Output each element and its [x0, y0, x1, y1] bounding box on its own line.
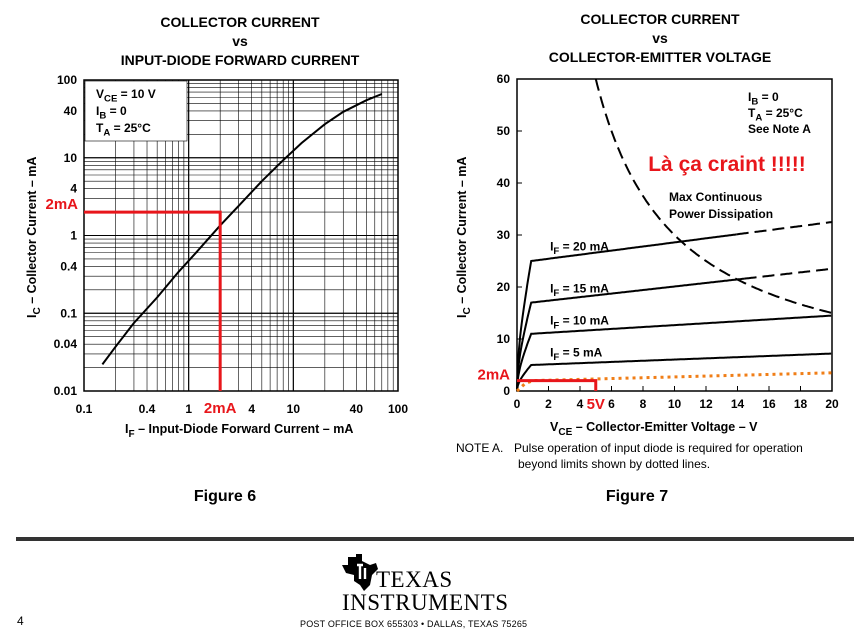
fig7-annotation-line [517, 379, 598, 391]
note-label: NOTE A. [456, 441, 504, 455]
fig6-y-tick-label: 1 [70, 229, 77, 243]
fig7-series-label: IF = 20 mA [550, 240, 609, 258]
fig7-x-tick-label: 2 [545, 397, 552, 411]
fig7-x-tick-label: 16 [762, 397, 776, 411]
figure7-title-line3: COLLECTOR-EMITTER VOLTAGE [548, 49, 772, 65]
fig6-x-tick-label: 0.4 [139, 402, 156, 416]
fig7-series-label: IF = 15 mA [550, 281, 609, 299]
fig7-x-tick-label: 20 [825, 397, 839, 411]
fig6-series-line [101, 93, 383, 365]
fig7-series-label: IF = 10 mA [550, 314, 609, 332]
fig6-y-tick-label: 40 [64, 104, 78, 118]
fig7-y-tick-label: 30 [497, 228, 511, 242]
fig7-y-axis-label: IC – Collector Current – mA [455, 157, 473, 318]
figure7-title: COLLECTOR CURRENT vs COLLECTOR-EMITTER V… [540, 10, 780, 67]
fig7-x-tick-label: 10 [668, 397, 682, 411]
fig7-x-tick-label: 6 [608, 397, 615, 411]
fig7-series-line [516, 233, 737, 392]
fig6-condition-text: TA = 25°C [96, 121, 151, 139]
fig6-x-tick-label: 10 [287, 402, 301, 416]
fig6-conditions-box [84, 80, 188, 142]
footer-address: POST OFFICE BOX 655303 • DALLAS, TEXAS 7… [300, 619, 528, 629]
fig7-exclamation-text: Là ça craint !!!!! [648, 153, 806, 176]
figure6-title-line2: vs [232, 33, 248, 49]
figure6-title-line3: INPUT-DIODE FORWARD CURRENT [120, 52, 360, 68]
ti-logo-icon [342, 554, 378, 591]
fig6-annotation-x-label: 2mA [204, 400, 237, 417]
fig6-y-tick-label: 0.04 [54, 337, 78, 351]
fig7-series-line-dashed [736, 221, 833, 236]
fig7-max-power-label: Max Continuous [669, 190, 763, 204]
fig7-annotation-y-label: 2mA [477, 367, 510, 384]
fig7-annotation-x-label: 5V [587, 396, 605, 413]
figure7-title-line2: vs [652, 30, 668, 46]
fig7-condition-text: IB = 0 [748, 90, 779, 108]
fig6-annotation-y-label: 2mA [45, 196, 78, 213]
fig7-series-line [516, 314, 832, 392]
fig7-y-tick-label: 0 [503, 384, 510, 398]
fig6-x-tick-label: 4 [248, 402, 255, 416]
figure6-caption: Figure 6 [193, 488, 257, 505]
fig6-x-axis-label: IF – Input-Diode Forward Current – mA [125, 422, 353, 440]
page-number: 4 [17, 614, 24, 628]
fig6-y-tick-label: 10 [64, 151, 78, 165]
fig7-max-power-label: Power Dissipation [669, 207, 773, 221]
figure7-caption: Figure 7 [605, 488, 669, 505]
fig7-x-tick-label: 4 [577, 397, 584, 411]
figure6-title: COLLECTOR CURRENT vs INPUT-DIODE FORWARD… [110, 13, 370, 70]
fig7-x-axis-label: VCE – Collector-Emitter Voltage – V [550, 420, 758, 438]
fig7-series-line [516, 277, 745, 392]
fig7-series-line [516, 352, 832, 392]
fig6-annotation-line [84, 210, 222, 391]
fig7-series-line-dashed [744, 267, 833, 280]
fig7-y-tick-label: 60 [497, 72, 511, 86]
fig6-x-tick-label: 40 [350, 402, 364, 416]
fig7-condition-text: See Note A [748, 122, 811, 136]
fig7-y-tick-label: 10 [497, 332, 511, 346]
fig7-x-tick-label: 0 [514, 397, 521, 411]
fig7-x-tick-label: 12 [699, 397, 713, 411]
figure6-title-line1: COLLECTOR CURRENT [160, 14, 320, 30]
fig7-y-tick-label: 50 [497, 124, 511, 138]
fig7-x-tick-label: 14 [731, 397, 745, 411]
fig6-y-tick-label: 0.01 [54, 384, 78, 398]
figure7-title-line1: COLLECTOR CURRENT [580, 11, 740, 27]
fig7-condition-text: TA = 25°C [748, 106, 803, 124]
fig6-x-tick-label: 1 [185, 402, 192, 416]
fig7-power-dissipation-curve [594, 78, 833, 314]
ti-logo-text: TEXAS INSTRUMENTS [342, 568, 509, 614]
fig7-y-tick-label: 40 [497, 176, 511, 190]
logo-line2: INSTRUMENTS [342, 590, 509, 615]
fig6-y-tick-label: 0.4 [60, 259, 77, 273]
footer-rule [16, 537, 854, 541]
fig6-condition-text: VCE = 10 V [96, 87, 156, 105]
fig7-series-label: IF = 5 mA [550, 345, 603, 363]
fig7-orange-series-line [515, 371, 833, 393]
fig6-y-axis-label: IC – Collector Current – mA [25, 157, 43, 318]
fig7-y-tick-label: 20 [497, 280, 511, 294]
fig7-x-tick-label: 18 [794, 397, 808, 411]
fig6-y-tick-label: 0.1 [60, 306, 77, 320]
note-a: NOTE A. Pulse operation of input diode is… [456, 440, 803, 472]
note-line2: beyond limits shown by dotted lines. [518, 457, 711, 471]
fig7-x-tick-label: 8 [640, 397, 647, 411]
fig6-y-tick-label: 100 [57, 73, 77, 87]
fig6-plot-frame [83, 79, 399, 392]
fig6-condition-text: IB = 0 [96, 104, 127, 122]
fig6-x-tick-label: 100 [388, 402, 408, 416]
note-line1: Pulse operation of input diode is requir… [514, 441, 803, 455]
logo-line1: TEXAS [376, 567, 453, 592]
fig6-y-tick-label: 4 [70, 182, 77, 196]
fig6-x-tick-label: 0.1 [76, 402, 93, 416]
